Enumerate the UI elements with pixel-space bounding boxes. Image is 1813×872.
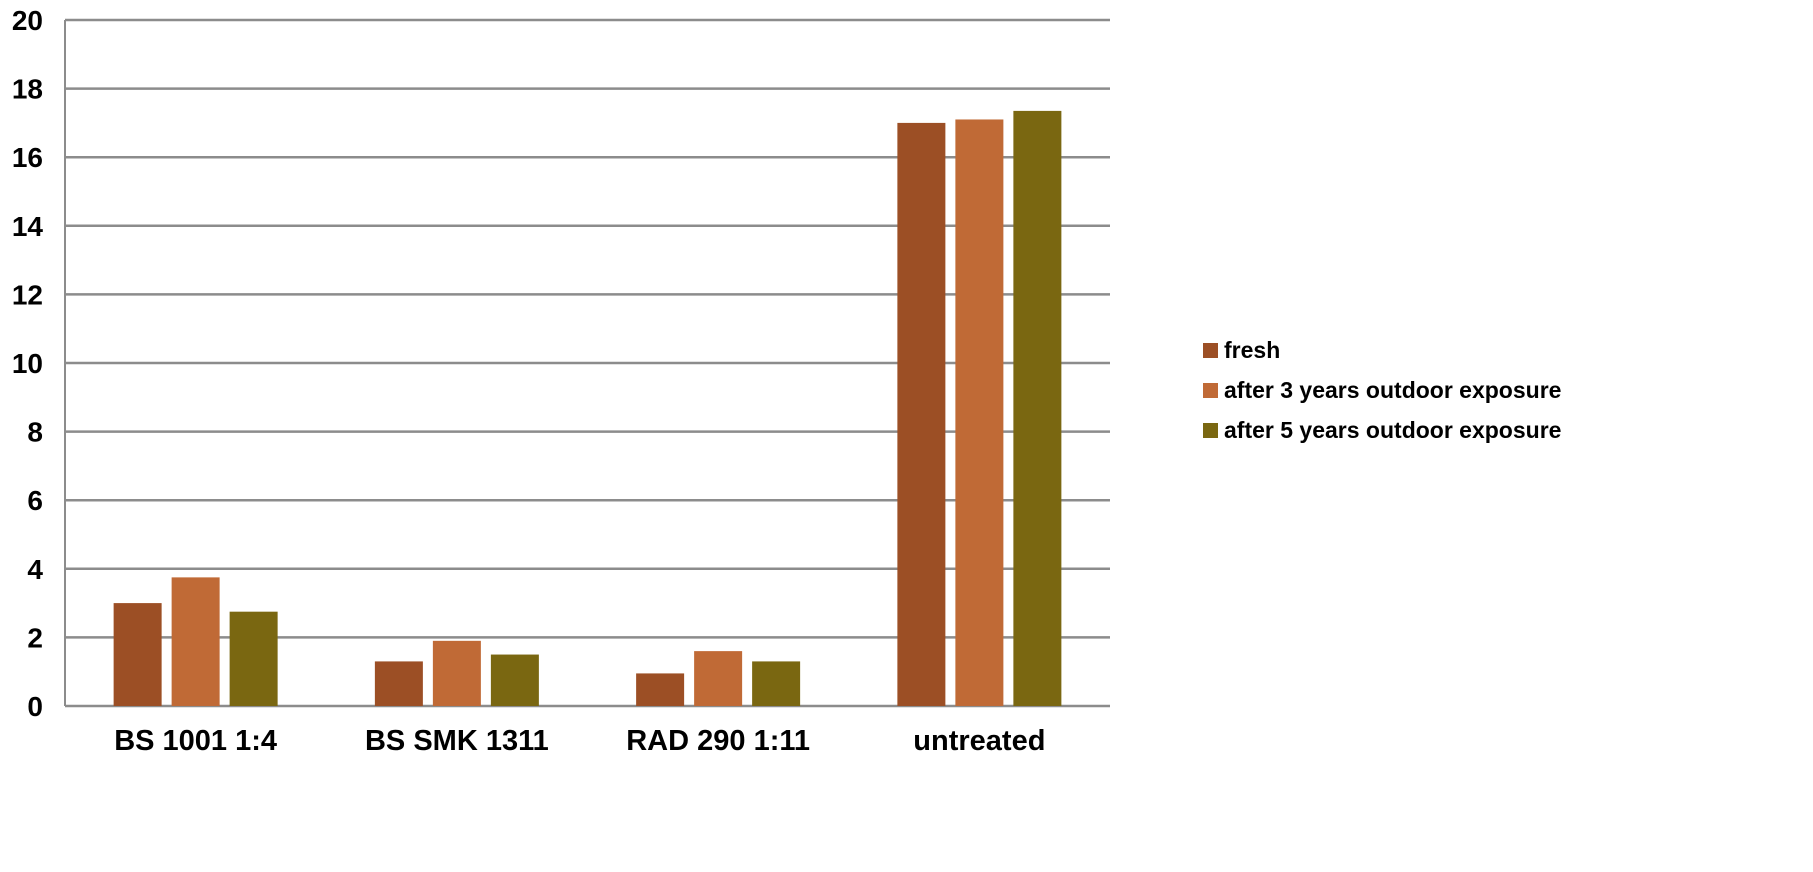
bar xyxy=(113,603,162,706)
x-category-label: RAD 290 1:11 xyxy=(626,725,810,757)
bar xyxy=(171,577,220,706)
bar xyxy=(229,611,278,706)
legend-label: after 5 years outdoor exposure xyxy=(1224,417,1561,443)
gridlines xyxy=(65,18,1110,708)
bar xyxy=(897,122,946,706)
bar xyxy=(694,651,743,706)
x-category-label: untreated xyxy=(913,725,1045,757)
legend-label: after 3 years outdoor exposure xyxy=(1224,377,1561,403)
bar xyxy=(432,640,481,706)
y-tick-label: 0 xyxy=(27,691,43,722)
x-category-label: BS SMK 1311 xyxy=(365,725,549,757)
y-tick-label: 2 xyxy=(27,622,43,653)
y-tick-label: 14 xyxy=(12,211,44,242)
y-tick-label: 12 xyxy=(12,279,43,310)
bar xyxy=(636,673,685,706)
y-tick-label: 8 xyxy=(27,417,43,448)
y-axis-tick-labels: 0 2 4 6 8 10 12 14 16 18 20 xyxy=(12,5,44,722)
bar xyxy=(490,654,539,706)
y-tick-label: 6 xyxy=(27,485,43,516)
y-tick-label: 16 xyxy=(12,142,43,173)
bar xyxy=(955,119,1004,707)
legend-swatch-5-years xyxy=(1203,423,1218,438)
y-tick-label: 10 xyxy=(12,348,43,379)
y-tick-label: 18 xyxy=(12,74,43,105)
bar xyxy=(752,661,801,706)
bar xyxy=(1013,110,1062,706)
x-axis-category-labels: BS 1001 1:4 BS SMK 1311 RAD 290 1:11 unt… xyxy=(114,725,1045,757)
legend-label: fresh xyxy=(1224,337,1280,363)
legend-swatch-fresh xyxy=(1203,343,1218,358)
legend-swatch-3-years xyxy=(1203,383,1218,398)
bar xyxy=(374,661,423,706)
legend: fresh after 3 years outdoor exposure aft… xyxy=(1203,337,1561,443)
bars xyxy=(113,110,1062,707)
y-tick-label: 20 xyxy=(12,5,43,36)
y-tick-label: 4 xyxy=(27,554,43,585)
x-category-label: BS 1001 1:4 xyxy=(114,725,277,757)
